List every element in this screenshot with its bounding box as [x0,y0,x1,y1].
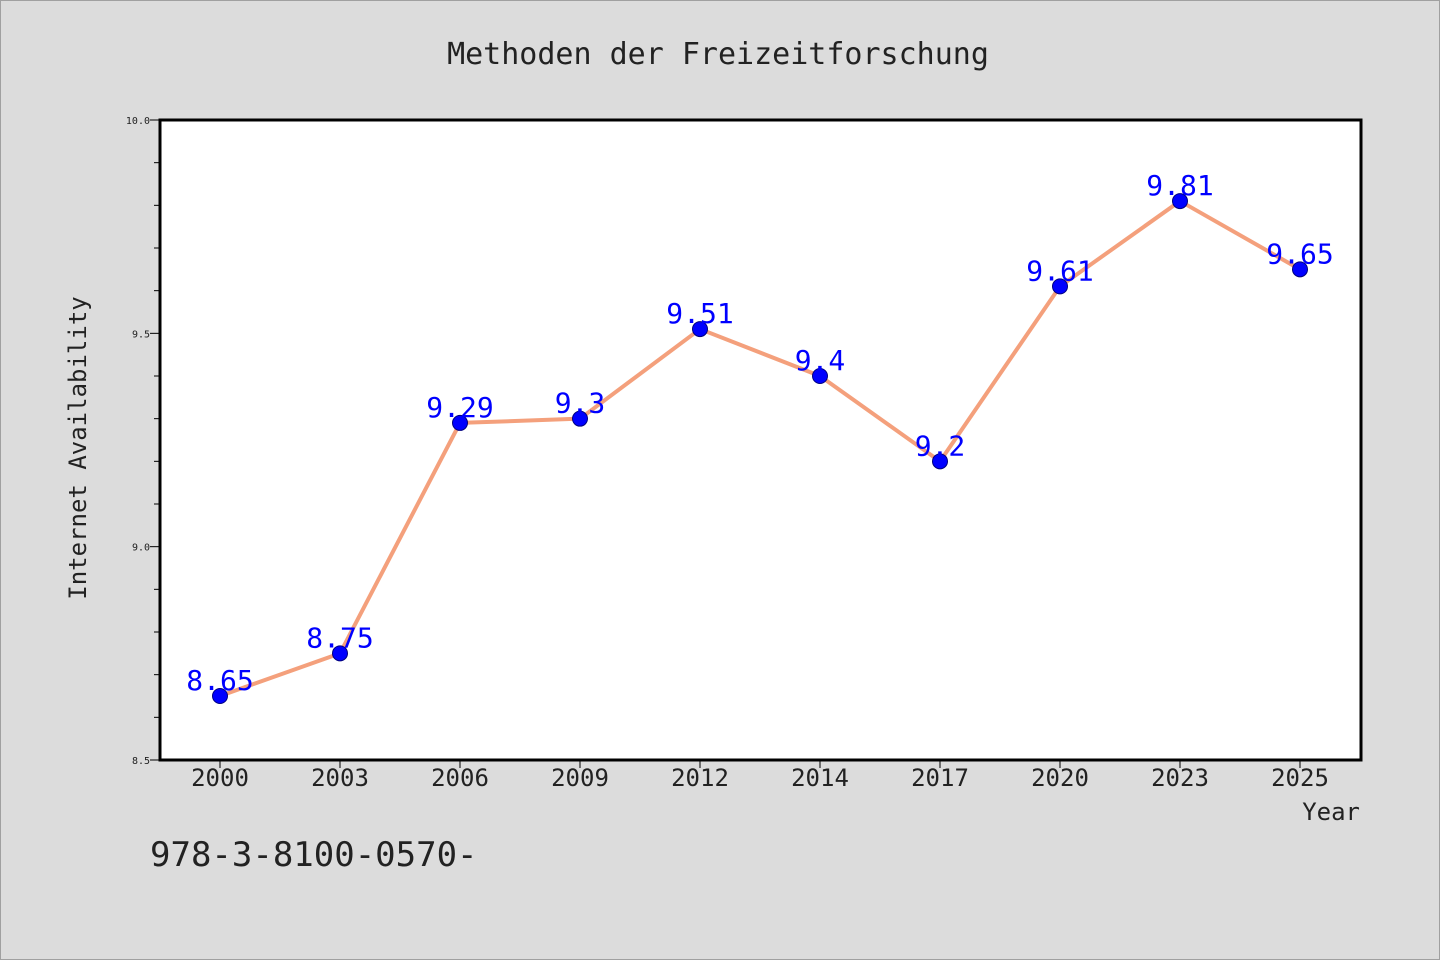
data-point [332,645,348,662]
series-markers [212,193,1308,704]
data-label: 8.75 [306,621,373,654]
data-point [812,368,828,384]
y-axis-label: Internet Availability [64,296,92,599]
data-label: 9.29 [426,391,493,424]
x-tick-label: 2003 [311,764,369,792]
y-axis: 8.5 9.0 9.5 10.0 [126,116,160,767]
y-tick-label: 9.5 [132,329,150,340]
data-point [212,688,228,704]
data-label: 9.51 [666,297,733,330]
x-axis: 2000 2003 2006 2009 2012 2014 2017 2020 2023 2025 [191,760,1329,792]
x-tick-label: 2000 [191,764,249,792]
x-axis-label: Year [1302,798,1360,826]
x-tick-label: 2009 [551,764,609,792]
y-tick-label: 10.0 [126,116,150,127]
data-point [1052,278,1068,295]
y-tick-label: 9.0 [132,543,150,554]
data-label: 9.2 [915,429,966,462]
data-point [1292,261,1308,278]
plot-area [160,120,1361,760]
data-label: 9.3 [555,387,606,420]
data-label: 9.61 [1026,254,1093,287]
x-tick-label: 2006 [431,764,489,792]
footer-code: 978-3-8100-0570- [150,835,478,875]
data-label: 8.65 [186,664,253,697]
data-point [452,414,468,431]
x-tick-label: 2025 [1271,764,1329,792]
data-label: 9.65 [1266,237,1333,270]
x-tick-label: 2023 [1151,764,1209,792]
x-tick-label: 2014 [791,764,849,792]
data-point [572,410,588,427]
data-point [1172,193,1188,210]
data-labels: 8.65 8.75 9.29 9.3 9.51 9.4 9.2 9.61 9.81 9.65 [186,169,1333,697]
x-tick-label: 2020 [1031,764,1089,792]
x-tick-label: 2017 [911,764,969,792]
data-label: 9.81 [1146,169,1213,202]
y-tick-label: 8.5 [132,756,150,767]
data-point [692,321,708,338]
x-tick-label: 2012 [671,764,729,792]
plot-border [158,118,1363,762]
series-line [219,199,1301,698]
data-point [932,453,948,470]
chart-title: Methoden der Freizeitforschung [447,37,989,72]
data-label: 9.4 [795,344,846,377]
